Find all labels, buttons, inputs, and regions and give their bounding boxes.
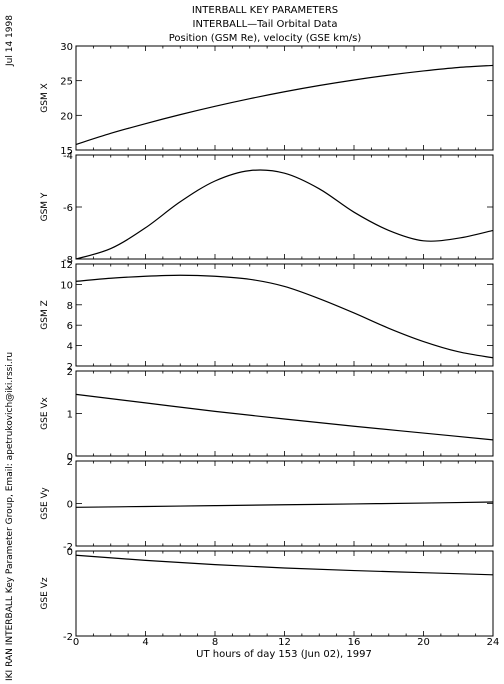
series-line xyxy=(75,554,494,576)
title-line-1: INTERBALL KEY PARAMETERS xyxy=(192,5,338,16)
x-tick-label: 8 xyxy=(212,637,218,648)
x-tick-label: 20 xyxy=(417,637,430,648)
y-tick-label: -6 xyxy=(63,203,73,214)
y-tick-label: 25 xyxy=(60,77,73,88)
y-tick-label: 8 xyxy=(67,301,73,312)
y-tick-label: 0 xyxy=(67,500,73,511)
y-tick-label: 10 xyxy=(60,280,73,291)
title-line-3: Position (GSM Re), velocity (GSE km/s) xyxy=(169,33,362,44)
y-axis-label: GSE Vy xyxy=(40,487,50,520)
y-tick-label: -8 xyxy=(63,255,73,266)
panel-gsm-z: 2 4 6 8 10 12 GSM Z xyxy=(40,260,494,373)
y-tick-label: 6 xyxy=(67,321,73,332)
x-tick-label: 0 xyxy=(73,637,79,648)
y-tick-label: 2 xyxy=(67,362,73,373)
panel-frame xyxy=(75,45,494,151)
x-axis-label: UT hours of day 153 (Jun 02), 1997 xyxy=(196,649,372,660)
panel-frame xyxy=(75,154,494,260)
y-tick-label: 2 xyxy=(67,367,73,378)
y-axis-label: GSE Vx xyxy=(40,396,50,429)
panel-gse-vy: -2 0 2 GSE Vy xyxy=(40,457,494,553)
series-line xyxy=(75,393,494,441)
y-axis-label: GSM Y xyxy=(40,192,50,221)
panel-frame xyxy=(75,263,494,367)
y-tick-label: 0 xyxy=(67,547,73,558)
y-axis-label: GSM X xyxy=(40,83,50,112)
series-line xyxy=(75,64,494,146)
x-tick-label: 16 xyxy=(348,637,361,648)
panel-frame xyxy=(75,550,494,637)
y-tick-label: -2 xyxy=(63,542,73,553)
x-axis: 0 4 8 12 16 20 24 xyxy=(73,637,500,648)
panel-gse-vx: 0 1 2 GSE Vx xyxy=(40,367,494,463)
y-tick-label: 30 xyxy=(60,42,73,53)
x-tick-label: 24 xyxy=(487,637,500,648)
y-tick-label: 2 xyxy=(67,457,73,468)
y-axis-label: GSM Z xyxy=(40,300,50,329)
title-line-2: INTERBALL—Tail Orbital Data xyxy=(193,19,338,30)
y-tick-label: -2 xyxy=(63,632,73,643)
panel-gsm-x: 15 20 25 30 GSM X xyxy=(40,42,494,157)
y-tick-label: 1 xyxy=(67,410,73,421)
y-tick-label: 20 xyxy=(60,111,73,122)
panel-gse-vz: -2 0 GSE Vz xyxy=(40,547,494,643)
x-tick-label: 12 xyxy=(278,637,291,648)
credit-label: IKI RAN INTERBALL Key Parameter Group, E… xyxy=(5,352,15,681)
y-tick-label: -4 xyxy=(63,151,73,162)
panel-gsm-y: -8 -6 -4 GSM Y xyxy=(40,151,494,266)
series-line xyxy=(75,274,494,359)
date-label: Jul 14 1998 xyxy=(5,15,15,67)
panel-frame xyxy=(75,370,494,457)
y-tick-label: 4 xyxy=(67,342,73,353)
y-tick-label: 0 xyxy=(67,452,73,463)
x-tick-label: 4 xyxy=(142,637,148,648)
series-line xyxy=(75,501,494,508)
y-axis-label: GSE Vz xyxy=(40,577,50,609)
y-tick-label: 12 xyxy=(60,260,73,271)
series-line xyxy=(75,169,494,260)
y-tick-label: 15 xyxy=(60,146,73,157)
